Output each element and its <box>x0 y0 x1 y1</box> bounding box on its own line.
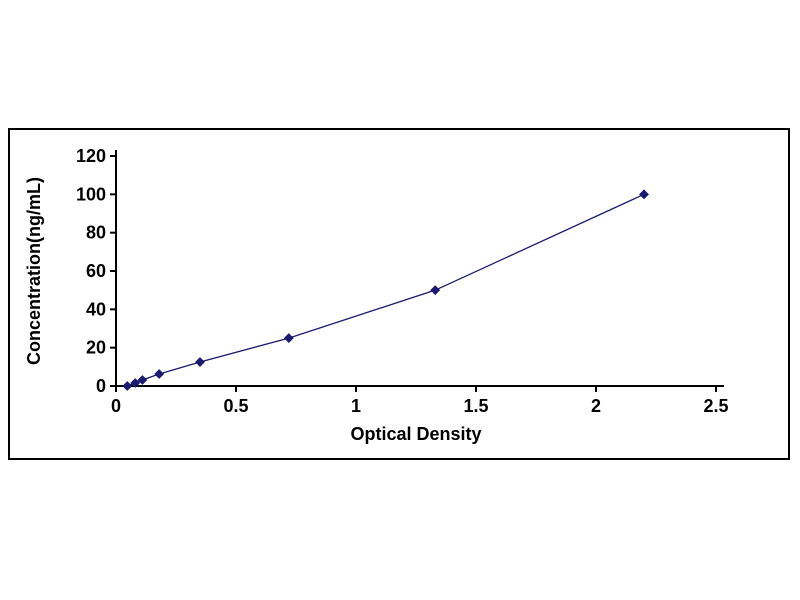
y-tick-label: 120 <box>76 146 106 166</box>
y-tick-label: 0 <box>96 376 106 396</box>
y-tick-label: 100 <box>76 184 106 204</box>
data-point-marker <box>130 378 141 388</box>
x-tick-label: 2.5 <box>703 396 728 416</box>
data-point-marker <box>122 381 133 391</box>
x-tick-label: 0.5 <box>223 396 248 416</box>
data-point-marker <box>137 375 148 385</box>
x-tick-label: 1.5 <box>463 396 488 416</box>
data-point-marker <box>283 333 294 343</box>
y-tick-label: 40 <box>86 299 106 319</box>
x-tick-label: 2 <box>591 396 601 416</box>
x-tick-label: 1 <box>351 396 361 416</box>
series-line <box>127 193 645 387</box>
data-point-marker <box>154 369 165 379</box>
x-axis-title: Optical Density <box>350 424 482 444</box>
y-tick-label: 60 <box>86 261 106 281</box>
chart-canvas: 0 0.5 1 1.5 2 2.5 0 20 40 60 80 100 120 <box>76 146 729 416</box>
y-tick-label: 20 <box>86 338 106 358</box>
x-tick-label: 0 <box>111 396 121 416</box>
chart-frame: 0 0.5 1 1.5 2 2.5 0 20 40 60 80 100 120 Optical Dens… <box>8 128 790 460</box>
y-axis-title: Concentration(ng/mL) <box>24 177 44 365</box>
data-point-marker <box>639 189 649 200</box>
data-point-marker <box>195 357 205 367</box>
y-tick-label: 80 <box>86 223 106 243</box>
data-point-marker <box>430 285 441 296</box>
